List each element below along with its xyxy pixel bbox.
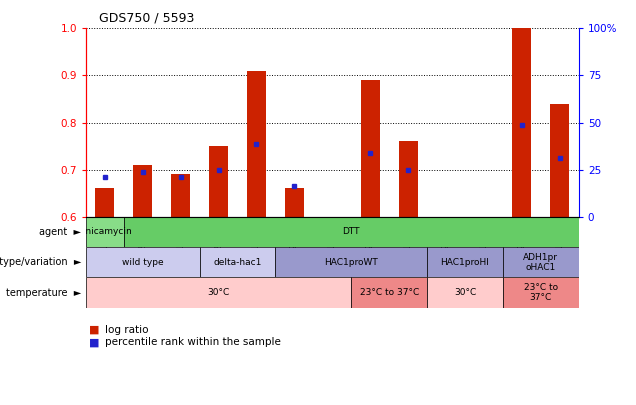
Text: ■: ■ (89, 325, 100, 335)
Text: temperature  ►: temperature ► (6, 288, 81, 298)
Text: HAC1proWT: HAC1proWT (324, 258, 378, 267)
Text: wild type: wild type (122, 258, 163, 267)
Bar (86, 247, 200, 277)
Text: HAC1proHI: HAC1proHI (441, 258, 490, 267)
Bar (171, 174, 190, 217)
Bar (95, 188, 114, 217)
Bar (247, 71, 266, 217)
Text: 30°C: 30°C (454, 288, 476, 297)
Text: percentile rank within the sample: percentile rank within the sample (105, 337, 281, 347)
Bar (513, 28, 531, 217)
Text: 23°C to 37°C: 23°C to 37°C (359, 288, 419, 297)
Text: agent  ►: agent ► (39, 227, 81, 237)
Text: 23°C to
37°C: 23°C to 37°C (524, 283, 558, 302)
Text: ■: ■ (89, 337, 100, 347)
Bar (399, 141, 418, 217)
Bar (275, 247, 427, 277)
Text: 30°C: 30°C (207, 288, 230, 297)
Text: ADH1pr
oHAC1: ADH1pr oHAC1 (523, 253, 558, 272)
Bar (427, 247, 503, 277)
Bar (200, 247, 275, 277)
Bar (134, 165, 152, 217)
Text: log ratio: log ratio (105, 325, 148, 335)
Text: DTT: DTT (343, 227, 360, 237)
Bar (86, 277, 351, 308)
Text: delta-hac1: delta-hac1 (213, 258, 261, 267)
Text: genotype/variation  ►: genotype/variation ► (0, 257, 81, 267)
Text: tunicamycin: tunicamycin (77, 227, 133, 237)
Bar (503, 247, 579, 277)
Bar (550, 104, 569, 217)
Bar (209, 146, 228, 217)
Bar (351, 277, 427, 308)
Text: GDS750 / 5593: GDS750 / 5593 (99, 11, 194, 24)
Bar (503, 277, 579, 308)
Bar (285, 188, 304, 217)
Bar (427, 277, 503, 308)
Bar (361, 80, 380, 217)
Bar (86, 217, 124, 247)
